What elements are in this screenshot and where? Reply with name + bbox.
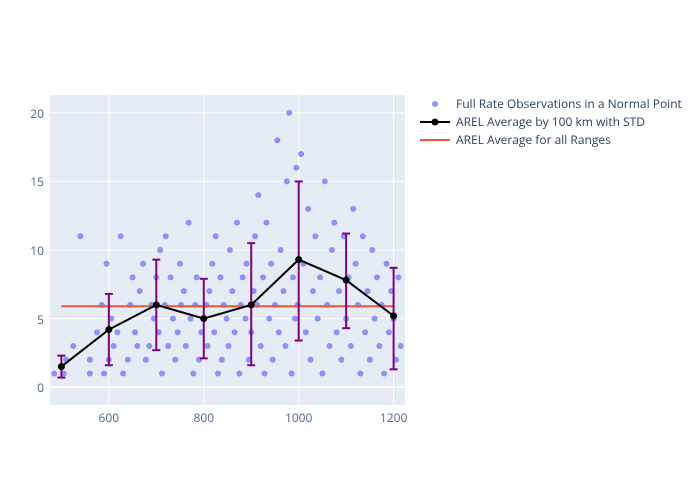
legend-item-arel-all-swatch [420, 133, 450, 147]
chart-stage: { "canvas": { "width": 700, "height": 50… [0, 0, 700, 500]
legend-item-arel-all[interactable]: AREL Average for all Ranges [420, 131, 682, 149]
x-tick-label: 600 [89, 409, 129, 426]
y-tick-label: 0 [16, 379, 44, 396]
y-tick-label: 15 [16, 173, 44, 190]
x-tick-label: 1000 [279, 409, 319, 426]
plot-svg [50, 95, 405, 405]
legend-item-arel-100km-label: AREL Average by 100 km with STD [456, 115, 645, 129]
legend-item-full-rate[interactable]: Full Rate Observations in a Normal Point [420, 95, 682, 113]
plot-area[interactable] [50, 95, 405, 405]
legend-item-arel-100km-swatch [420, 115, 450, 129]
y-tick-label: 20 [16, 105, 44, 122]
legend-item-full-rate-swatch [420, 97, 450, 111]
legend-item-arel-all-label: AREL Average for all Ranges [456, 133, 611, 147]
y-tick-label: 5 [16, 311, 44, 328]
y-tick-label: 10 [16, 242, 44, 259]
x-tick-label: 1200 [374, 409, 414, 426]
legend-item-arel-100km[interactable]: AREL Average by 100 km with STD [420, 113, 682, 131]
legend-item-full-rate-label: Full Rate Observations in a Normal Point [456, 97, 682, 111]
x-tick-label: 800 [184, 409, 224, 426]
legend[interactable]: Full Rate Observations in a Normal Point… [420, 95, 682, 149]
